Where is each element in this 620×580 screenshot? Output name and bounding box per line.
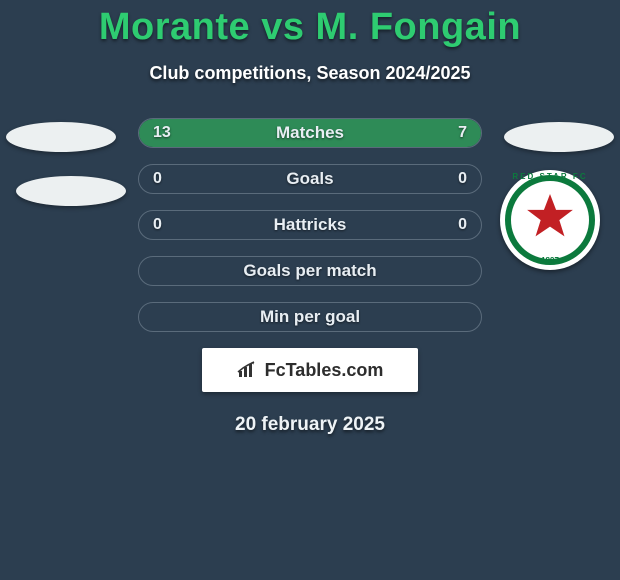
bar-chart-icon xyxy=(237,361,259,379)
stat-value-left: 0 xyxy=(153,216,162,234)
stat-label: Matches xyxy=(276,123,344,143)
stat-row: 13 Matches 7 xyxy=(138,118,482,148)
player-right-photo xyxy=(504,122,614,152)
subtitle: Club competitions, Season 2024/2025 xyxy=(0,63,620,84)
stat-label: Goals xyxy=(286,169,333,189)
brand-text: FcTables.com xyxy=(265,360,384,381)
snapshot-date: 20 february 2025 xyxy=(0,414,620,436)
stat-row: Min per goal xyxy=(138,302,482,332)
star-icon xyxy=(522,190,578,246)
brand-box: FcTables.com xyxy=(202,348,418,392)
stat-row: 0 Hattricks 0 xyxy=(138,210,482,240)
club-badge-name: RED STAR FC xyxy=(500,172,600,181)
stat-label: Min per goal xyxy=(260,307,360,327)
stat-row: Goals per match xyxy=(138,256,482,286)
stat-value-right: 7 xyxy=(458,124,467,142)
stat-label: Hattricks xyxy=(274,215,347,235)
stat-value-right: 0 xyxy=(458,216,467,234)
stat-value-left: 13 xyxy=(153,124,171,142)
club-badge-year: 1897 xyxy=(500,256,600,265)
page-title: Morante vs M. Fongain xyxy=(0,0,620,49)
stat-value-right: 0 xyxy=(458,170,467,188)
stat-row: 0 Goals 0 xyxy=(138,164,482,194)
player-left-photo xyxy=(6,122,116,152)
stat-label: Goals per match xyxy=(243,261,376,281)
club-badge-right: RED STAR FC 1897 xyxy=(500,170,600,270)
player-left-club-placeholder xyxy=(16,176,126,206)
stat-value-left: 0 xyxy=(153,170,162,188)
